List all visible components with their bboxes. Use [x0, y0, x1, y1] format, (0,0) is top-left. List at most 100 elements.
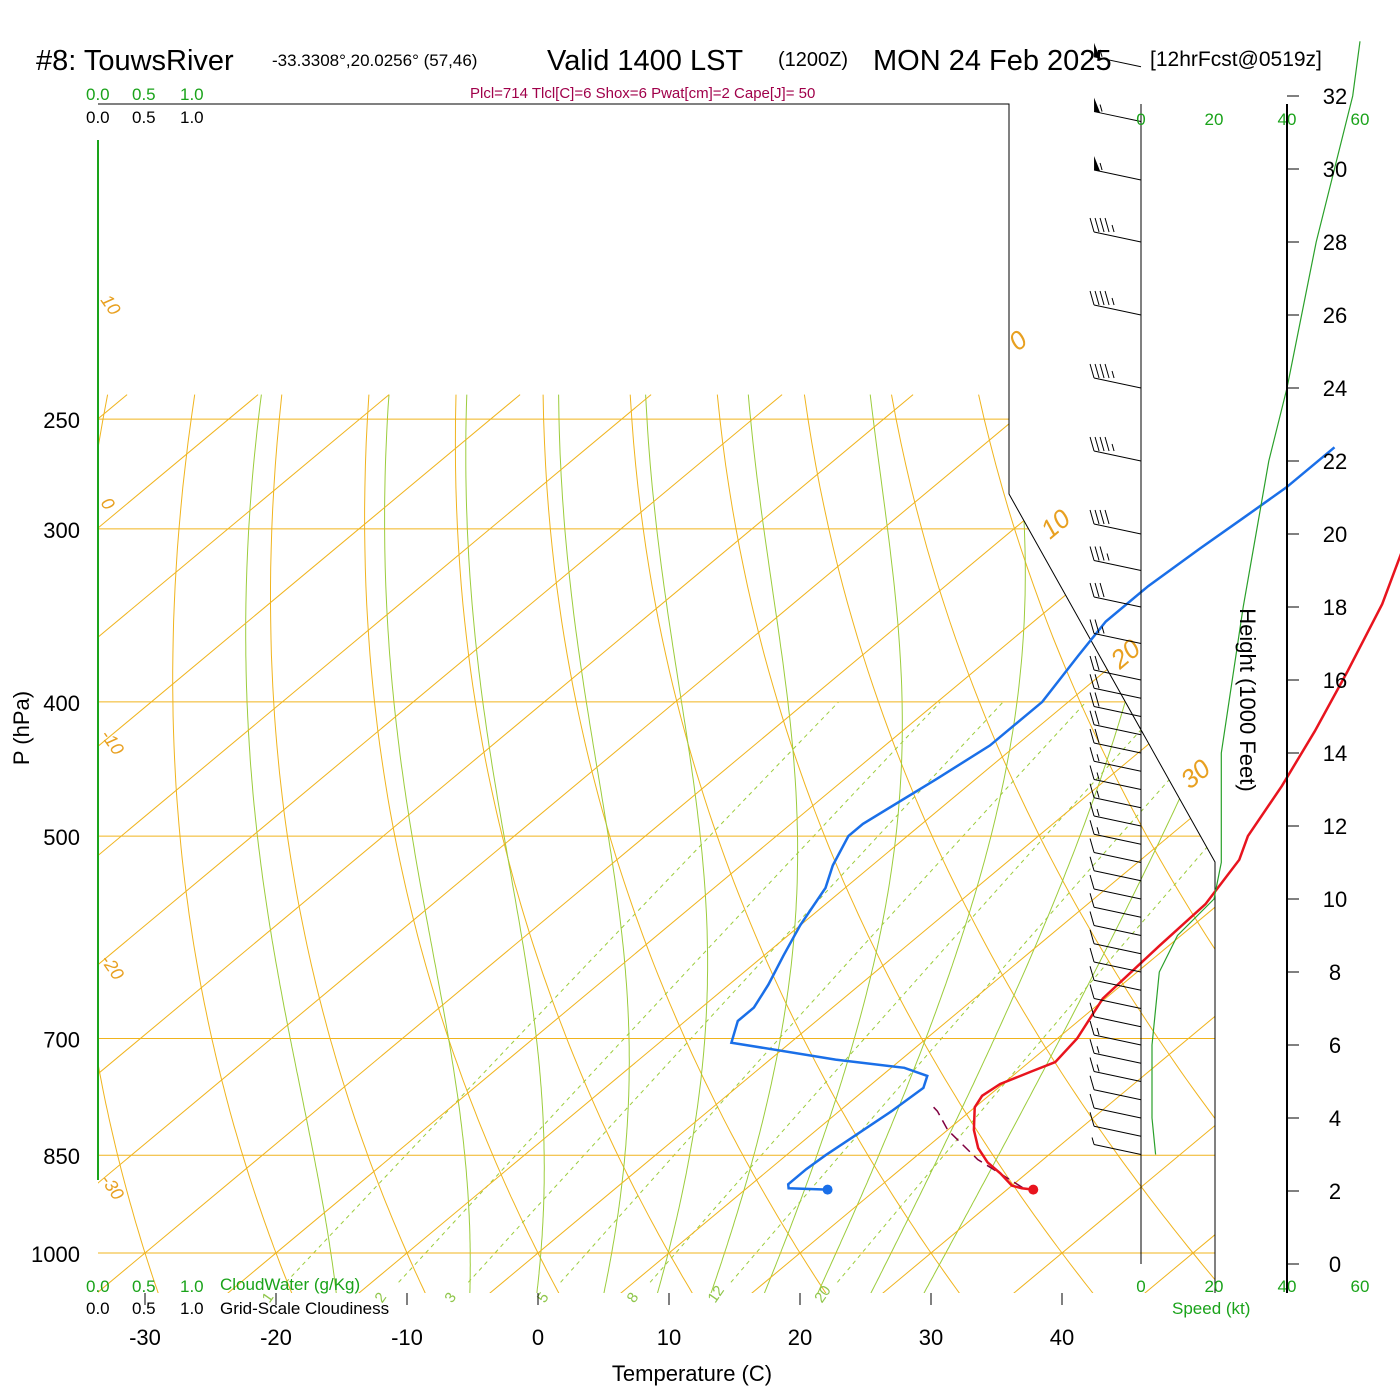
mixing-ratio-line: [285, 701, 839, 1283]
x-axis-label: Temperature (C): [612, 1361, 772, 1386]
speed-ticks-top: 0 20 40 60: [1136, 110, 1369, 129]
wind-barb-flag: [1104, 436, 1110, 452]
speed-tick-label: 0: [1136, 1277, 1145, 1296]
wind-barb-half-flag: [1111, 224, 1115, 233]
wind-barb-half-flag: [1096, 754, 1100, 762]
isotherm-label: -30: [97, 1171, 128, 1204]
cloudiness-top-tick-1: 0.5: [132, 108, 156, 127]
moist-adiabat-line: [384, 394, 471, 1293]
wind-barb-half-flag: [1096, 790, 1100, 798]
cloud-bottom-tick-0: 0.0: [86, 1277, 110, 1296]
isotherm-line: [98, 394, 1176, 1293]
wind-barb-staff: [1093, 687, 1142, 699]
height-tick-label: 26: [1323, 303, 1347, 328]
height-tick-label: 28: [1323, 230, 1347, 255]
wind-barb-flag: [1094, 217, 1100, 233]
height-tick-label: 4: [1329, 1106, 1341, 1131]
dry-adiabat-label: 0: [1003, 324, 1034, 357]
wind-barb-staff: [1093, 1144, 1142, 1155]
wind-barb-half-flag: [1099, 49, 1103, 57]
wind-barb: [1089, 1057, 1142, 1082]
wind-barb-staff: [1093, 1125, 1142, 1137]
height-tick-label: 32: [1323, 84, 1347, 109]
mixing-ratio-label: 20: [811, 1283, 834, 1306]
valid-title: Valid 1400 LST: [547, 45, 743, 77]
wind-barb: [1089, 984, 1142, 1009]
wind-barb-staff: [1093, 925, 1142, 936]
isotherm-line: [98, 394, 783, 1293]
wind-barb-flag: [1089, 765, 1095, 780]
wind-barb-flag: [1094, 728, 1100, 744]
wind-barb-flag: [1089, 838, 1095, 853]
y-tick-label: 300: [43, 518, 80, 543]
wind-barb: [1089, 1093, 1142, 1119]
x-tick-label: 0: [532, 1325, 544, 1350]
wind-barb-staff: [1093, 231, 1142, 243]
wind-barb-flag: [1094, 692, 1100, 707]
cloud-top-tick-0: 0.0: [86, 85, 110, 104]
height-tick-label: 24: [1323, 376, 1347, 401]
moist-adiabats: [245, 394, 1215, 1293]
wind-barb-half-flag: [1096, 827, 1100, 835]
wind-barb-staff: [1093, 724, 1142, 736]
dry-adiabat-line: [172, 394, 300, 1293]
wind-barb-staff: [1093, 760, 1142, 772]
dry-adiabat-line: [803, 394, 1215, 1293]
wind-barb-flag: [1089, 710, 1095, 725]
cloud-bottom-tick-2: 1.0: [180, 1277, 204, 1296]
cloudiness-top-tick-2: 1.0: [180, 108, 204, 127]
height-tick-label: 22: [1323, 449, 1347, 474]
dry-adiabat-line: [1152, 394, 1215, 1293]
wind-barb-staff: [1093, 998, 1142, 1009]
mixing-ratio-line: [649, 701, 1167, 1283]
isotherm-line: [992, 394, 1215, 1293]
wind-barb-half-flag: [1101, 626, 1105, 634]
wind-barb: [1089, 692, 1142, 717]
wind-barb-staff: [1093, 560, 1142, 571]
y-tick-label: 500: [43, 825, 80, 850]
wind-barb-flag: [1104, 217, 1110, 233]
wind-barb-flag: [1089, 674, 1095, 689]
isotherm-line: [98, 394, 259, 1293]
parcel-trace: [931, 1104, 1023, 1189]
mixing-ratio-line: [467, 701, 1004, 1283]
height-tick-label: 8: [1329, 960, 1341, 985]
cloudiness-label: Grid-Scale Cloudiness: [220, 1299, 389, 1318]
isotherms: [98, 394, 1215, 1293]
cloud-axis-top: 0.0 0.5 1.0 0.0 0.5 1.0: [86, 85, 204, 127]
height-tick-label: 12: [1323, 814, 1347, 839]
wind-barb-staff: [1093, 979, 1142, 991]
wind-barb-flag: [1089, 966, 1095, 981]
wind-barb-half-flag: [1111, 443, 1115, 452]
wind-barb-staff: [1093, 906, 1142, 918]
wind-barb-staff: [1093, 1052, 1142, 1064]
wind-barb-flag: [1099, 217, 1105, 233]
coords-label: -33.3308°,20.0256° (57,46): [272, 51, 477, 70]
wind-barb-flag: [1104, 290, 1110, 306]
cloud-axis-bottom: 0.0 0.5 1.0 CloudWater (g/Kg) 0.0 0.5 1.…: [86, 1275, 389, 1318]
mixing-ratio-label: 12: [705, 1283, 728, 1306]
wind-barb-half-flag: [1096, 1027, 1100, 1036]
indices-line: Plcl=714 Tlcl[C]=6 Shox=6 Pwat[cm]=2 Cap…: [470, 85, 815, 102]
wind-barb-staff: [1093, 56, 1142, 68]
wind-barb-flag: [1089, 820, 1095, 835]
speed-tick-label: 20: [1205, 110, 1224, 129]
utc-label: (1200Z): [778, 49, 848, 71]
cloudiness-bottom-tick-0: 0.0: [86, 1299, 110, 1318]
wind-barb-flag: [1089, 290, 1095, 306]
y-tick-label: 850: [43, 1144, 80, 1169]
height-tick-label: 16: [1323, 668, 1347, 693]
x-tick-label: 40: [1050, 1325, 1074, 1350]
wind-barb-flag: [1094, 509, 1100, 525]
mixing-ratio-label: 5: [534, 1289, 553, 1306]
isotherm-line: [98, 394, 1045, 1293]
wind-barb: [1089, 911, 1142, 936]
wind-barb-staff: [1093, 1034, 1142, 1046]
dry-adiabat-line: [978, 394, 1215, 1293]
wind-barb-flag: [1089, 947, 1095, 963]
wind-barb-flag: [1089, 1093, 1095, 1109]
wind-barb-staff: [1093, 596, 1142, 608]
isotherm-line: [98, 394, 914, 1293]
wind-barb-half-flag: [1096, 1064, 1100, 1072]
